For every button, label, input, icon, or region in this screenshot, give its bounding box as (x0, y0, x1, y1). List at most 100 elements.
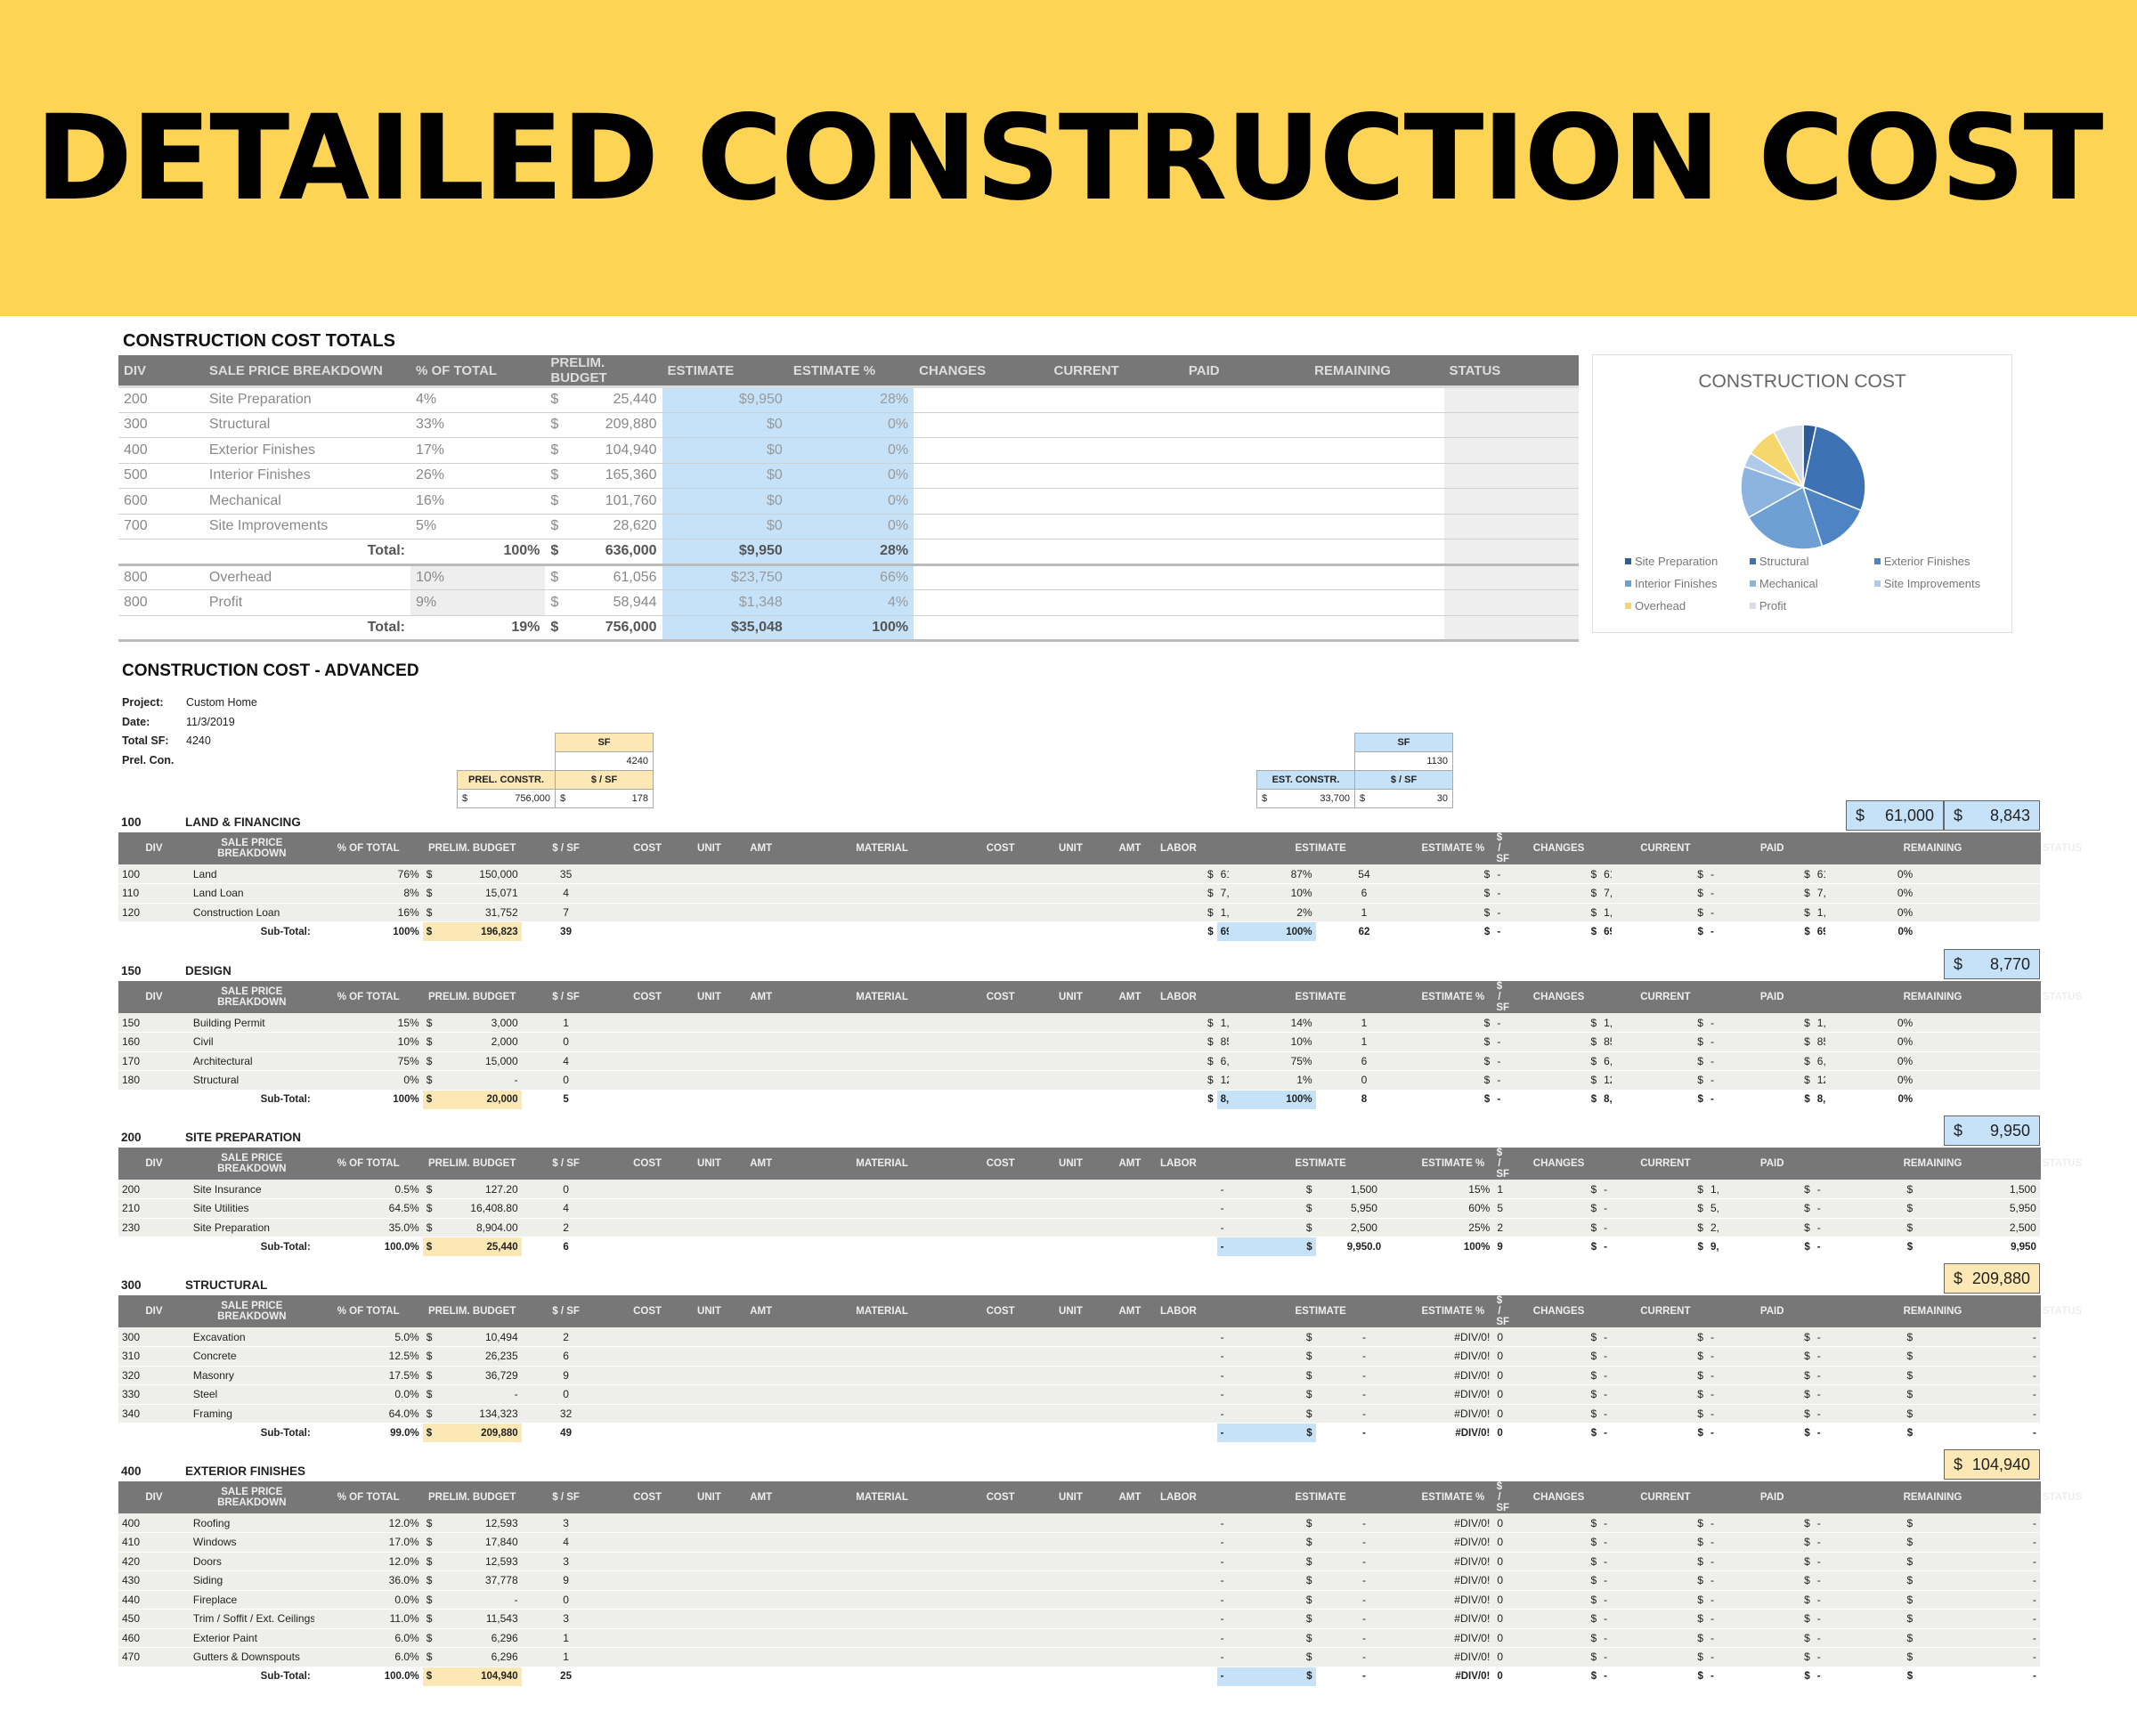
grid-cell: $ (1612, 1013, 1707, 1033)
grid-cell: - (1706, 1089, 1719, 1109)
totals-cell (1309, 514, 1444, 539)
grid-cell: $ (1228, 1647, 1316, 1667)
column-header: LABOR (1127, 981, 1229, 1013)
grid-cell (610, 1032, 685, 1052)
column-header: SALE PRICE BREAKDOWN (189, 1148, 314, 1180)
grid-cell (1116, 1647, 1128, 1667)
grid-cell (734, 1590, 789, 1610)
grid-cell: $ (422, 903, 435, 922)
grid-cell (684, 1532, 735, 1553)
column-header: AMT (1116, 1148, 1141, 1180)
grid-cell (1127, 1552, 1217, 1571)
grid-cell: Sub-Total: (189, 921, 314, 941)
totals-cell: 600 (118, 488, 204, 515)
totals-cell (1048, 412, 1183, 438)
grid-cell: 7,200 (1600, 883, 1613, 904)
grid-cell (610, 1590, 685, 1610)
legend-swatch (1749, 580, 1756, 587)
totals-cell: 165,360 (581, 463, 662, 489)
grid-cell: - (1493, 903, 1506, 922)
section-total-box: $9,950 (1944, 1115, 2040, 1146)
grid-cell: Sub-Total: (189, 1237, 314, 1256)
totals-row: 400 Exterior Finishes 17% $104,940 $0 0% (118, 437, 1579, 464)
box-dollar: $ (1954, 1269, 1963, 1287)
grid-cell: $ (422, 1180, 435, 1199)
grid-cell: - (1600, 1384, 1613, 1405)
grid-cell: 5,950 (1916, 1198, 2040, 1219)
grid-cell (975, 1532, 1026, 1553)
grid-cell (734, 1089, 789, 1109)
grid-cell: - (1600, 1327, 1613, 1347)
section-header: 200 SITE PREPARATION $9,950 (118, 1115, 2040, 1148)
grid-cell (788, 1051, 898, 1071)
grid-cell: $ (422, 1013, 435, 1033)
grid-cell (897, 1552, 976, 1571)
grid-cell (975, 1180, 1026, 1199)
grid-cell: #DIV/0! (1412, 1327, 1494, 1347)
column-header: AMT (1116, 832, 1141, 864)
sf-label: SF (1354, 733, 1453, 752)
grid-cell: - (1706, 1532, 1719, 1553)
grid-cell: 170 (118, 1051, 190, 1071)
grid-cell (1116, 921, 1128, 941)
totals-header-cell: CHANGES (914, 355, 1049, 388)
grid-cell: Gutters & Downspouts (189, 1647, 314, 1667)
column-header: PAID (1719, 1148, 1826, 1180)
totals-cell: Total: (203, 615, 410, 642)
grid-cell: $ (1719, 1218, 1814, 1237)
grid-cell (1127, 1590, 1217, 1610)
column-header: AMT (734, 1148, 789, 1180)
grid-cell: 9,950.0 (1315, 1237, 1413, 1256)
grid-cell: 134,323 (435, 1404, 522, 1424)
grid-cell: $ (422, 1628, 435, 1648)
column-header: SALE PRICE BREAKDOWN (189, 832, 314, 864)
grid-cell (734, 1628, 789, 1648)
totals-cell: 28% (787, 539, 914, 566)
grid-cell: $ (1719, 1013, 1814, 1033)
grid-cell: 8,770 (1216, 1089, 1229, 1109)
grid-cell: - (1315, 1552, 1413, 1571)
column-header: % OF TOTAL (313, 1481, 423, 1513)
grid-cell: 1,500 (1916, 1180, 2040, 1199)
totals-cell: 0% (787, 488, 914, 515)
box-dollar: $ (1954, 806, 1963, 824)
grid-cell: $ (1228, 1218, 1316, 1237)
grid-cell (1025, 1180, 1117, 1199)
grid-cell: $ (1825, 1366, 1917, 1385)
totals-cell: 61,056 (581, 564, 662, 590)
grid-cell (788, 883, 898, 904)
sf-amount: 30 (1436, 793, 1448, 804)
grid-cell (610, 1666, 685, 1686)
grid-cell (897, 1032, 976, 1052)
box-amount: 209,880 (1971, 1269, 2030, 1287)
grid-cell: 850 (1216, 1032, 1229, 1052)
grid-cell: 0 (1493, 1532, 1506, 1553)
grid-cell: - (1600, 1237, 1613, 1256)
totals-cell: 5% (410, 514, 546, 539)
grid-cell: - (1216, 1513, 1229, 1533)
grid-cell (1025, 1070, 1117, 1091)
grid-cell: 4 (521, 883, 611, 904)
grid-cell: 1,200 (1216, 1013, 1229, 1033)
grid-cell (610, 903, 685, 922)
grid-cell (1025, 903, 1117, 922)
grid-cell (684, 903, 735, 922)
data-row: 460 Exterior Paint 6.0% $6,296 1- $ - #DIV/0! 0 $… (118, 1628, 2040, 1648)
grid-cell (975, 1513, 1026, 1533)
grid-cell (975, 864, 1026, 884)
grid-cell: 0% (1825, 1070, 1917, 1091)
pie-chart: CONSTRUCTION COST Site Preparation Struct… (1592, 354, 2012, 633)
sf-dollar: $ (462, 793, 468, 804)
grid-cell (1025, 1013, 1117, 1033)
section-header-row: DIV SALE PRICE BREAKDOWN% OF TOTAL PRELIM.… (118, 1295, 2082, 1327)
grid-cell: 1 (1315, 903, 1413, 922)
grid-cell: - (1600, 1666, 1613, 1686)
grid-cell (1025, 1404, 1117, 1424)
grid-cell: 12.5% (313, 1346, 423, 1367)
box-amount: 8,843 (1989, 806, 2030, 824)
grid-cell: - (1706, 1032, 1719, 1052)
sf-empty (458, 752, 556, 771)
legend-label: Overhead (1635, 599, 1686, 612)
totals-cell (1048, 437, 1183, 464)
grid-cell (897, 1628, 976, 1648)
